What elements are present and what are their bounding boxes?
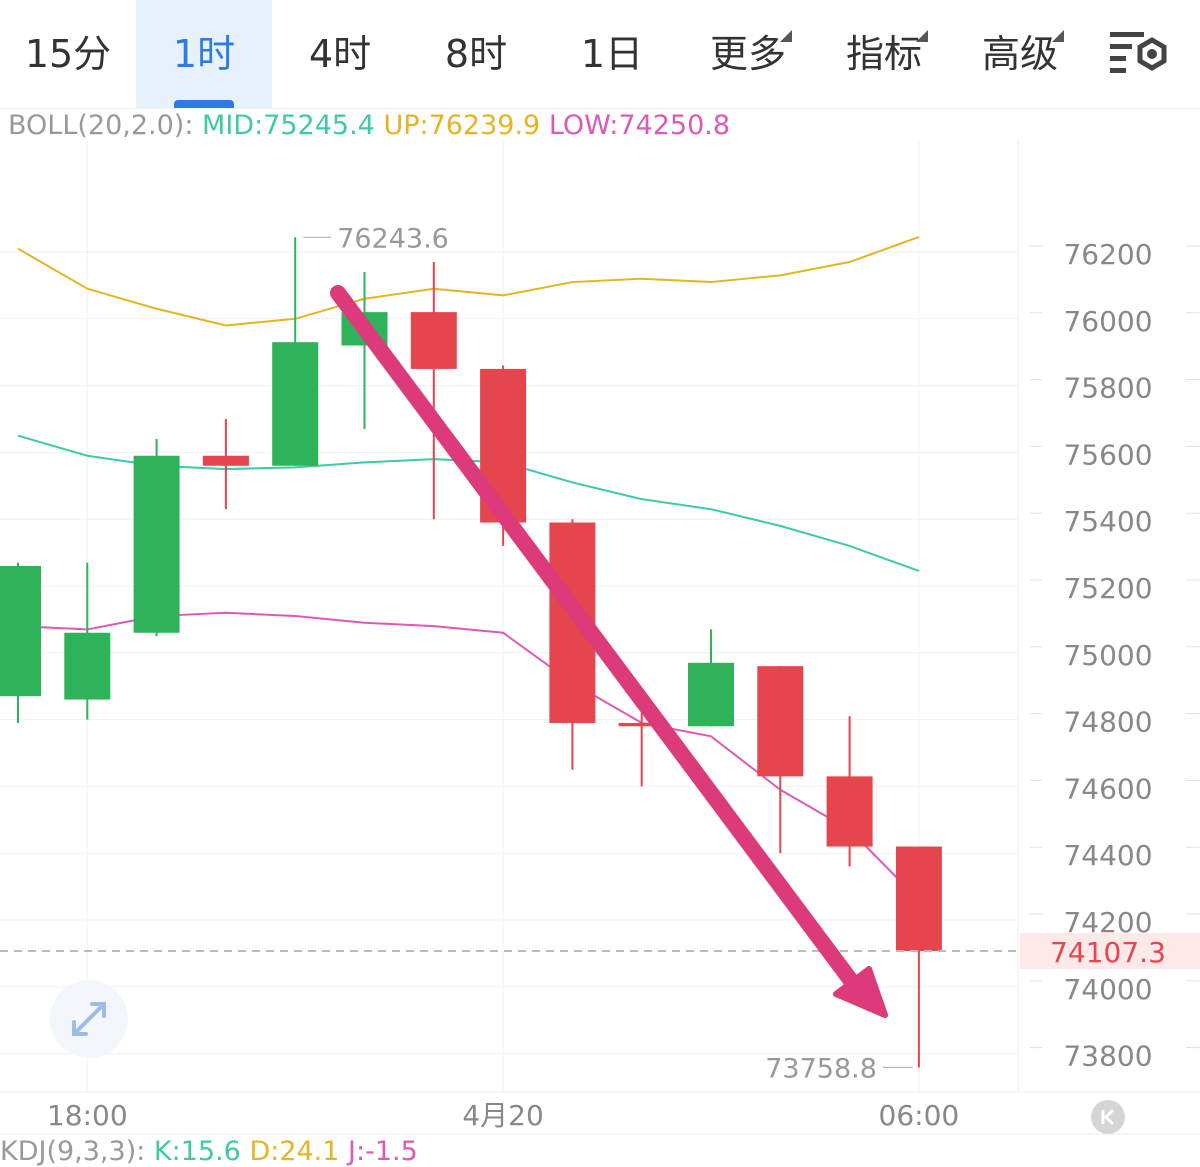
y-tick-label: 75600 bbox=[1063, 438, 1152, 471]
tab-label: 15分 bbox=[24, 32, 112, 76]
y-tick-label: 73800 bbox=[1063, 1040, 1152, 1073]
y-tick-label: 74400 bbox=[1063, 839, 1152, 872]
kdj-j: J:-1.5 bbox=[348, 1136, 418, 1167]
current-price-badge bbox=[1020, 932, 1200, 969]
candle-body bbox=[0, 565, 41, 697]
downtrend-arrow-shaft bbox=[330, 285, 860, 990]
candle-body bbox=[618, 722, 665, 727]
y-tick-label: 75200 bbox=[1063, 572, 1152, 605]
kdj-k: K:15.6 bbox=[153, 1136, 241, 1167]
boll-low: LOW:74250.8 bbox=[548, 110, 731, 141]
x-tick-label: 18:00 bbox=[47, 1099, 128, 1132]
kdj-d: D:24.1 bbox=[249, 1136, 340, 1167]
boll-mid: MID:75245.4 bbox=[202, 110, 375, 141]
candle-body bbox=[64, 632, 111, 700]
boll-label: BOLL(20,2.0): bbox=[8, 110, 194, 141]
min-price-label: 73758.8 bbox=[765, 1053, 877, 1084]
chart-settings-icon[interactable] bbox=[1108, 24, 1172, 84]
fullscreen-button[interactable] bbox=[50, 980, 128, 1058]
tab-5[interactable]: 1日 bbox=[544, 0, 680, 108]
active-tab-indicator bbox=[174, 100, 234, 108]
expand-icon bbox=[72, 1002, 106, 1036]
boll-up: UP:76239.9 bbox=[383, 110, 541, 141]
tab-1[interactable]: 15分 bbox=[0, 0, 136, 108]
tab-4[interactable]: 8时 bbox=[408, 0, 544, 108]
candle-body bbox=[757, 666, 804, 777]
y-tick-label: 74800 bbox=[1063, 706, 1152, 739]
tab-3[interactable]: 4时 bbox=[272, 0, 408, 108]
y-tick-label: 75800 bbox=[1063, 372, 1152, 405]
candle-body bbox=[410, 312, 457, 369]
y-tick-label: 74000 bbox=[1063, 973, 1152, 1006]
skip-to-end-icon bbox=[1101, 1108, 1115, 1126]
y-tick-label: 76200 bbox=[1063, 238, 1152, 271]
kdj-label: KDJ(9,3,3): bbox=[0, 1136, 146, 1167]
tab-label: 8时 bbox=[444, 32, 508, 76]
x-tick-label: 4月20 bbox=[462, 1099, 543, 1132]
candle-body bbox=[826, 776, 873, 847]
tab-label: 4时 bbox=[308, 32, 372, 76]
y-tick-label: 75000 bbox=[1063, 639, 1152, 672]
max-price-label: 76243.6 bbox=[337, 223, 449, 254]
tab-label: 指标 bbox=[846, 30, 928, 76]
current-price-label: 74107.3 bbox=[1050, 936, 1166, 969]
downtrend-arrow-head bbox=[833, 966, 888, 1018]
x-tick-label: 06:00 bbox=[879, 1099, 960, 1132]
boll-legend: BOLL(20,2.0): MID:75245.4 UP:76239.9 LOW… bbox=[8, 110, 730, 141]
y-tick-label: 76000 bbox=[1063, 305, 1152, 338]
tab-8[interactable]: 高级 bbox=[952, 0, 1088, 108]
y-tick-label: 74600 bbox=[1063, 772, 1152, 805]
candle-body bbox=[272, 342, 319, 466]
tab-label: 更多 bbox=[710, 30, 792, 76]
kdj-legend: KDJ(9,3,3): K:15.6 D:24.1 J:-1.5 bbox=[0, 1136, 418, 1167]
candle-body bbox=[688, 662, 734, 727]
tab-label: 1日 bbox=[580, 32, 644, 76]
candlestick-chart[interactable]: 76200 76000 75800 75600 75400 75200 75000 74800… bbox=[0, 0, 1200, 1136]
dropdown-caret-icon bbox=[780, 30, 792, 42]
boll-upper-line bbox=[17, 236, 920, 327]
tab-6[interactable]: 更多 bbox=[680, 0, 816, 108]
scroll-to-latest-button[interactable] bbox=[1091, 1100, 1125, 1134]
dropdown-caret-icon bbox=[916, 30, 928, 42]
candle-body bbox=[895, 846, 942, 951]
candle-body bbox=[202, 455, 249, 466]
timeframe-tab-bar: 15分 1时 4时 8时 1日 更多 指标 高级 bbox=[0, 0, 1200, 109]
tab-7[interactable]: 指标 bbox=[816, 0, 952, 108]
y-tick-label: 75400 bbox=[1063, 505, 1152, 538]
tab-label: 1时 bbox=[172, 32, 236, 76]
tab-2[interactable]: 1时 bbox=[136, 0, 272, 108]
dropdown-caret-icon bbox=[1052, 30, 1064, 42]
candle-body bbox=[133, 455, 180, 633]
tab-label: 高级 bbox=[982, 30, 1064, 76]
